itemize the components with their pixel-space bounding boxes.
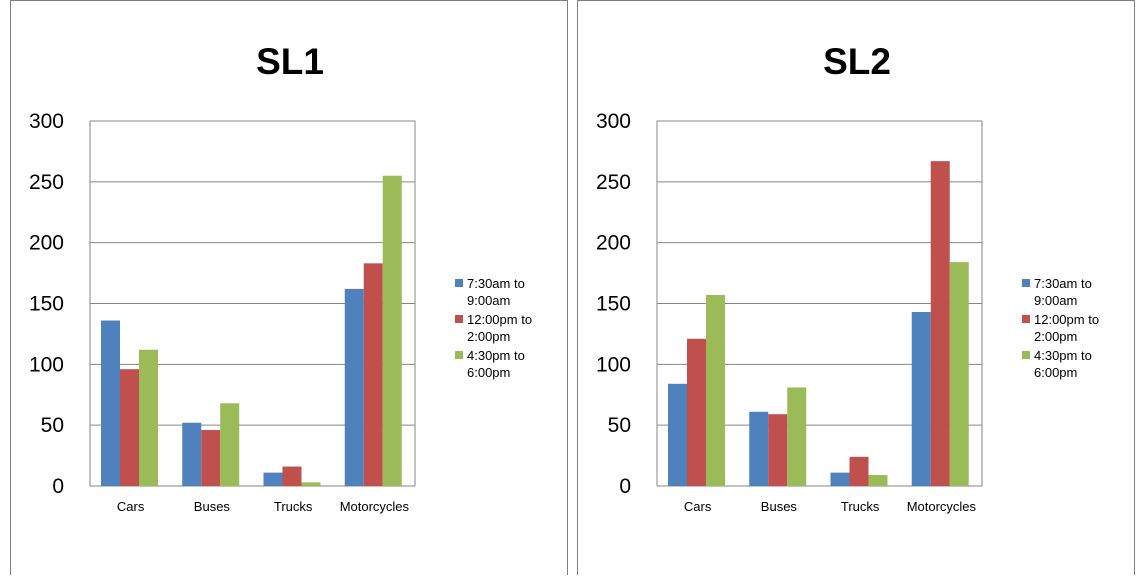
bar — [949, 262, 969, 486]
bar — [363, 263, 383, 486]
plot-area — [656, 120, 983, 487]
bar — [749, 411, 769, 486]
y-tick-label: 0 — [52, 475, 64, 498]
chart-panel-sl1: SL1 0 50 100 150 200 250 300 Cars Buses Trucks Mot… — [10, 0, 568, 575]
chart-title: SL2 — [823, 41, 891, 82]
chart-title: SL1 — [256, 41, 324, 82]
legend-swatch — [455, 315, 463, 323]
legend-label: 4:30pm to 6:00pm — [467, 348, 525, 380]
y-tick-label: 100 — [29, 353, 64, 376]
y-tick-label: 150 — [596, 293, 631, 316]
y-tick-label: 0 — [619, 475, 631, 498]
bar — [911, 312, 931, 486]
y-tick-label: 250 — [596, 171, 631, 194]
legend-swatch — [1022, 279, 1030, 287]
legend-label: 12:00pm to 2:00pm — [1034, 312, 1099, 344]
bar — [849, 456, 869, 486]
y-tick-label: 200 — [596, 232, 631, 255]
y-tick-label: 250 — [29, 171, 64, 194]
x-tick-label: Trucks — [274, 499, 313, 514]
legend-label: 4:30pm to 6:00pm — [1034, 348, 1092, 380]
y-tick-label: 300 — [596, 110, 631, 133]
y-tick-label: 300 — [29, 110, 64, 133]
x-tick-label: Motorcycles — [340, 499, 410, 514]
legend-swatch — [455, 351, 463, 359]
bar — [120, 369, 139, 486]
chart-panel-sl2: SL2 0 50 100 150 200 250 300 Cars Buses Trucks Mot… — [577, 0, 1135, 575]
y-tick-label: 50 — [41, 414, 64, 437]
bar — [220, 403, 240, 486]
legend-label: 7:30am to 9:00am — [467, 276, 525, 308]
bar — [263, 472, 283, 486]
bar — [706, 294, 725, 486]
x-tick-label: Motorcycles — [907, 499, 977, 514]
bar — [768, 414, 788, 486]
bar — [182, 422, 202, 486]
y-tick-label: 150 — [29, 293, 64, 316]
legend-swatch — [1022, 315, 1030, 323]
bar — [868, 475, 888, 486]
plot-area — [89, 120, 416, 487]
bar — [344, 288, 364, 486]
chart-svg-sl1: SL1 0 50 100 150 200 250 300 Cars Buses Trucks Mot… — [29, 41, 532, 514]
bar — [101, 320, 120, 486]
y-tick-label: 200 — [29, 232, 64, 255]
bar — [930, 161, 950, 486]
legend-swatch — [455, 279, 463, 287]
bar — [139, 349, 158, 486]
chart-svg-sl2: SL2 0 50 100 150 200 250 300 Cars Buses Trucks Mot… — [596, 41, 1099, 514]
y-tick-label: 100 — [596, 353, 631, 376]
bar — [787, 387, 807, 486]
legend-label: 12:00pm to 2:00pm — [467, 312, 532, 344]
legend-swatch — [1022, 351, 1030, 359]
x-tick-label: Cars — [684, 499, 712, 514]
bar — [687, 338, 706, 486]
bar — [382, 175, 402, 486]
bar — [282, 466, 302, 486]
bar — [668, 383, 687, 486]
x-tick-label: Trucks — [841, 499, 880, 514]
legend-label: 7:30am to 9:00am — [1034, 276, 1092, 308]
x-tick-label: Cars — [117, 499, 145, 514]
x-tick-label: Buses — [761, 499, 798, 514]
bar — [830, 472, 850, 486]
y-tick-label: 50 — [608, 414, 631, 437]
bar — [201, 430, 221, 486]
bar — [301, 482, 321, 486]
x-tick-label: Buses — [194, 499, 231, 514]
